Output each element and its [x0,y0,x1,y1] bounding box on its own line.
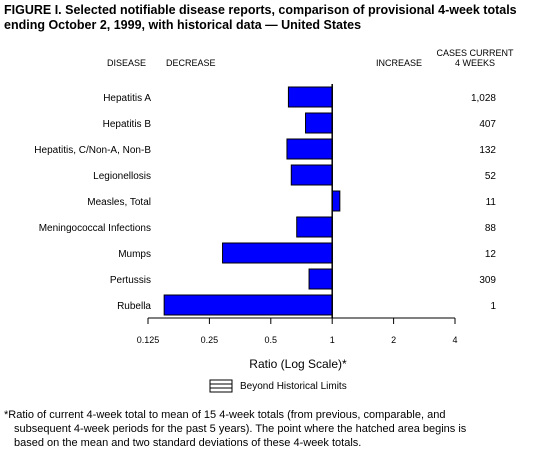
legend-label: Beyond Historical Limits [240,381,347,392]
title-line-2: ending October 2, 1999, with historical … [4,18,362,32]
bar [305,112,333,134]
title-line-1: FIGURE I. Selected notifiable disease re… [4,3,517,17]
x-tick-label: 2 [391,335,396,345]
x-tick-label: 1 [330,335,335,345]
category-label: Legionellosis [93,171,151,182]
legend-swatch [209,379,233,393]
category-label: Meningococcal Infections [39,223,151,234]
bar [163,294,333,316]
x-tick-label: 0.125 [137,335,160,345]
figure-title: FIGURE I. Selected notifiable disease re… [4,3,544,33]
category-label: Mumps [118,249,151,260]
footnote-line-1: *Ratio of current 4-week total to mean o… [4,409,446,421]
increase-header: INCREASE [376,58,423,68]
legend [209,379,233,393]
cases-value: 1,028 [471,93,496,104]
cases-value: 11 [486,197,497,208]
x-tick-label: 4 [452,335,457,345]
category-label: Rubella [117,301,151,312]
category-label: Measles, Total [87,197,151,208]
footnote: *Ratio of current 4-week total to mean o… [4,408,544,450]
bar [308,268,333,290]
category-label: Hepatitis A [103,93,151,104]
cases-header-line-2: 4 WEEKS [454,58,495,68]
x-axis-title: Ratio (Log Scale)* [249,357,347,371]
category-label: Hepatitis B [103,119,152,130]
cases-header-line-1: CASES CURRENT [436,48,514,58]
bar [290,164,333,186]
bar [296,216,333,238]
bar [331,190,341,212]
category-label: Hepatitis, C/Non-A, Non-B [34,145,151,156]
cases-column-header: CASES CURRENT 4 WEEKS [425,48,525,68]
category-label: Pertussis [110,275,151,286]
x-tick-label: 0.25 [201,335,219,345]
cases-value: 407 [479,119,496,130]
cases-value: 1 [490,301,496,312]
decrease-header: DECREASE [166,58,216,68]
bar [286,138,333,160]
cases-value: 52 [485,171,497,182]
cases-value: 132 [479,145,496,156]
footnote-line-2: subsequent 4-week periods for the past 5… [14,423,467,435]
x-tick-label: 0.5 [265,335,278,345]
cases-value: 309 [479,275,496,286]
footnote-line-3: based on the mean and two standard devia… [14,437,362,449]
cases-value: 88 [485,223,497,234]
bar [287,86,333,108]
bar [222,242,333,264]
cases-value: 12 [485,249,497,260]
disease-column-header: DISEASE [107,58,147,68]
